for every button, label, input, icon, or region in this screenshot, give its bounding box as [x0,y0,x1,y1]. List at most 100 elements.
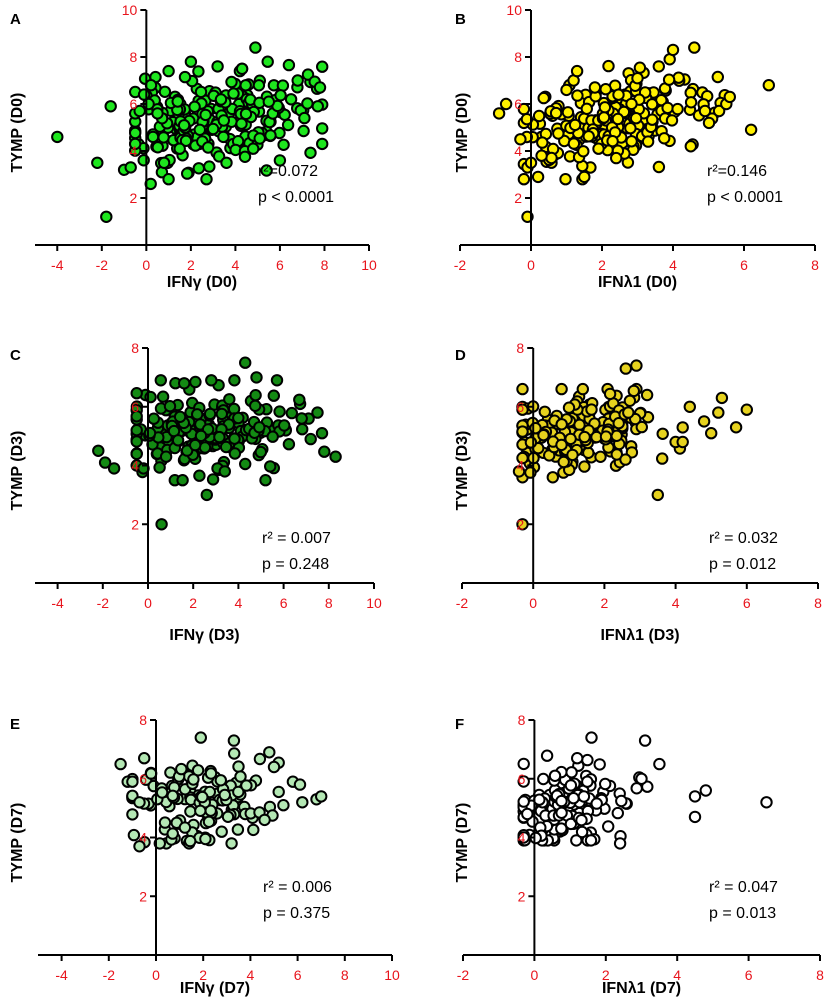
data-point [597,111,611,124]
data-point [576,382,589,396]
data-point [311,100,324,113]
data-point [653,757,666,771]
r-squared-annotation: r² = 0.006 [263,879,332,896]
y-tick-label: 2 [130,190,138,206]
data-point [266,430,279,443]
y-tick-label: 4 [518,830,526,846]
data-point [582,130,595,143]
data-point [599,430,613,443]
data-point [156,390,170,403]
p-value-annotation: p < 0.0001 [258,189,334,206]
data-point [253,132,266,145]
data-point [651,488,664,502]
data-point [662,73,676,86]
data-point [297,124,310,138]
data-point [532,109,546,123]
data-point [702,116,716,130]
data-point [137,154,150,167]
data-point [635,772,648,785]
data-point [194,429,208,443]
data-point [316,137,329,151]
panel-a: A -4 -2 0 2 4 6 8 10 2 4 6 8 10 IFNγ (D0) TYMP (D0) r²=0… [9,2,377,291]
data-point [531,170,545,184]
data-point [619,453,632,466]
data-point [575,814,588,827]
data-point [565,766,578,779]
data-point [533,793,546,806]
data-point [623,394,637,407]
data-point [656,452,669,465]
data-point [517,173,531,186]
r-squared-annotation: r²=0.146 [707,163,767,180]
data-point [252,79,266,92]
data-point [147,412,161,425]
data-point [214,93,228,106]
data-point [282,438,296,451]
data-point [762,79,775,92]
data-point [130,447,143,461]
data-point [133,796,146,809]
y-tick-label: 6 [130,96,138,112]
data-point [239,457,252,471]
data-point [206,473,220,486]
x-tick-label: 8 [811,257,819,273]
data-point [555,806,568,819]
data-point [178,821,192,834]
data-point [697,415,711,428]
data-point [304,146,317,160]
data-point [144,390,157,404]
y-tick-label: 4 [131,458,139,474]
data-point [516,425,529,438]
x-tick-label: 2 [598,257,606,273]
data-point [130,387,143,400]
x-axis-label: IFNλ1 (D3) [600,627,679,644]
data-point [610,151,623,165]
data-point [688,790,702,803]
data-point [688,41,701,54]
data-point [529,422,542,435]
data-point [593,758,606,771]
data-point [688,810,702,824]
data-point [313,81,327,94]
data-point [622,406,635,419]
data-point [524,436,538,449]
data-point [192,162,206,175]
data-point [316,60,329,73]
data-point [584,834,598,847]
y-tick-label: 6 [516,399,524,415]
data-point [232,411,245,425]
data-point [537,91,550,105]
data-point [712,104,726,118]
x-tick-label: -2 [454,257,467,273]
panel-c: C -4 -2 0 2 4 6 8 10 2 4 6 8 IFNγ (D3) TYMP (D3) r² = 0… [9,340,382,644]
data-point [126,808,139,821]
data-point [538,405,551,418]
data-point [592,142,605,155]
data-point [250,371,263,384]
data-point [159,450,173,463]
y-tick-label: 8 [130,49,138,65]
data-point [630,359,643,372]
data-point [557,455,570,469]
x-tick-label: 2 [189,595,197,611]
p-value-annotation: p = 0.013 [709,905,776,922]
data-point [184,55,198,68]
x-tick-label: 0 [529,595,537,611]
y-tick-label: 2 [139,888,147,904]
data-point [129,137,142,151]
data-point [585,731,598,744]
data-point [130,435,143,448]
data-point [249,389,262,402]
data-point [51,130,64,144]
y-tick-label: 6 [514,96,522,112]
y-tick-label: 10 [506,2,522,18]
data-point [179,134,193,148]
data-point [517,757,530,771]
data-point [564,432,577,446]
data-point [594,450,607,463]
data-point [194,804,207,817]
panel-d: D -2 0 2 4 6 8 2 4 6 8 IFNλ1 (D3) TYMP (D3) r² = 0.03… [454,340,822,644]
data-point [570,834,583,847]
data-point [612,88,625,101]
x-tick-label: -2 [96,257,109,273]
